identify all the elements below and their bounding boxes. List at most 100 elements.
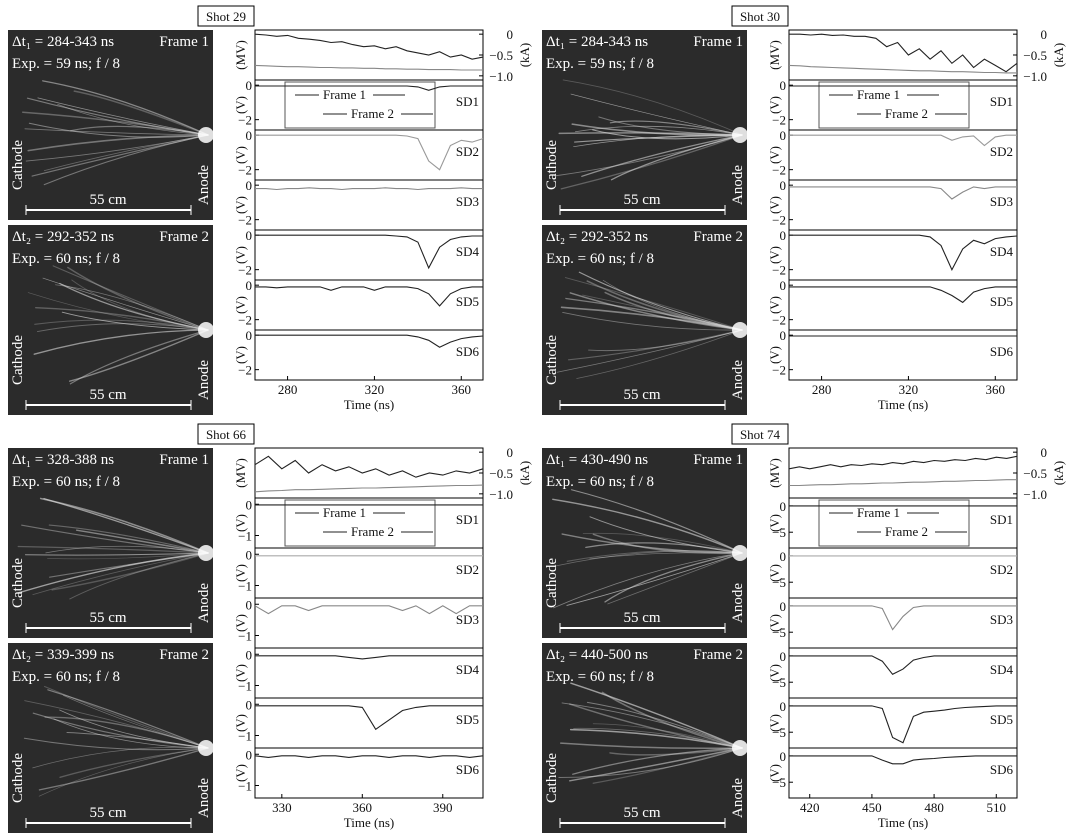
y2-tick-label: 0	[1041, 27, 1048, 42]
streak	[601, 691, 743, 749]
y-axis-label: (V)	[767, 664, 782, 682]
probe-label: SD4	[456, 662, 480, 677]
streak	[609, 120, 743, 136]
anode-glow	[732, 127, 748, 143]
y-tick-label: −1	[238, 679, 252, 694]
photo-cathode: Cathode	[544, 140, 560, 190]
streak	[604, 552, 743, 603]
y2-tick-label: −0.5	[489, 48, 513, 63]
y-axis-label: (V)	[767, 514, 782, 532]
legend-label: Frame 2	[885, 106, 928, 121]
y-tick-label: −1	[238, 579, 252, 594]
streak	[586, 701, 743, 749]
photo-exposure: Exp. = 60 ns; f / 8	[12, 474, 120, 490]
y-axis-label: (V)	[233, 614, 248, 632]
x-axis-label: Time (ns)	[344, 397, 394, 412]
streak	[609, 747, 743, 756]
streak	[25, 134, 209, 162]
photo-scale: 55 cm	[89, 387, 126, 403]
streak	[34, 319, 209, 331]
anode-glow	[198, 127, 214, 143]
photo-cathode: Cathode	[544, 558, 560, 608]
photo-scale: 55 cm	[623, 192, 660, 208]
probe-label: SD6	[990, 762, 1014, 777]
probe-label: SD4	[456, 244, 480, 259]
legend-bg	[347, 106, 401, 121]
y-tick-label: 0	[780, 78, 787, 93]
streak	[560, 134, 743, 190]
photo-frame: Frame 2	[693, 647, 743, 663]
title-box	[197, 5, 255, 27]
photo-scale: 55 cm	[89, 610, 126, 626]
y-tick-label: −2	[772, 313, 786, 328]
photo-anode: Anode	[196, 165, 212, 205]
legend-box	[284, 81, 436, 129]
plot-frame	[788, 179, 1018, 231]
x-tick-label: 420	[800, 800, 820, 815]
y-tick-label: −2	[238, 313, 252, 328]
x-tick-label: 280	[278, 382, 298, 397]
photo-cathode: Cathode	[544, 753, 560, 803]
photo-time: Δt₂ = 339-399 ns	[12, 647, 114, 663]
streak	[32, 552, 209, 596]
plot-frame	[788, 329, 1018, 381]
y-tick-label: 0	[246, 78, 253, 93]
streak	[68, 329, 209, 382]
photo-exposure: Exp. = 60 ns; f / 8	[12, 251, 120, 267]
streak	[604, 291, 743, 331]
streak	[569, 728, 743, 749]
streak	[45, 545, 209, 554]
streak	[47, 552, 209, 560]
x-tick-label: 280	[812, 382, 832, 397]
streak	[42, 277, 209, 331]
probe-label: SD2	[456, 144, 479, 159]
photo-cathode: Cathode	[10, 753, 26, 803]
y-axis-label: (V)	[233, 246, 248, 264]
y-tick-label: −1	[238, 529, 252, 544]
streak	[570, 682, 743, 749]
trace	[255, 187, 483, 191]
photo-anode: Anode	[730, 778, 746, 818]
streak	[43, 497, 209, 554]
y-axis-label: (V)	[767, 246, 782, 264]
probe-label: SD6	[990, 344, 1014, 359]
trace	[789, 33, 1018, 73]
y-tick-label: −2	[238, 363, 252, 378]
legend-bg	[881, 524, 935, 539]
anode-glow	[198, 545, 214, 561]
trace	[254, 455, 484, 478]
y2-tick-label: 0	[507, 27, 514, 42]
streak	[602, 279, 743, 331]
photo-cathode: Cathode	[10, 335, 26, 385]
trace	[255, 655, 483, 660]
streak	[560, 306, 743, 331]
streak	[582, 532, 743, 554]
y-tick-label: −2	[238, 163, 252, 178]
photo-exposure: Exp. = 60 ns; f / 8	[546, 669, 654, 685]
y-tick-label: −5	[772, 725, 786, 740]
probe-label: SD1	[456, 94, 479, 109]
legend-label: Frame 1	[323, 87, 366, 102]
streak	[588, 329, 743, 352]
legend-label: Frame 1	[323, 505, 366, 520]
probe-label: SD4	[990, 662, 1014, 677]
y-tick-label: 0	[246, 328, 253, 343]
probe-label: SD1	[456, 512, 479, 527]
probe-label: SD6	[456, 762, 480, 777]
legend-label: Frame 2	[351, 524, 394, 539]
trace	[255, 705, 483, 731]
streak	[35, 306, 209, 331]
probe-label: SD4	[990, 244, 1014, 259]
y-axis-label: (V)	[767, 146, 782, 164]
streak	[592, 129, 743, 140]
streak	[57, 103, 209, 136]
photo-frame: Frame 1	[159, 452, 209, 468]
trace	[789, 755, 1017, 765]
legend-bg	[319, 505, 373, 520]
probe-label: SD5	[456, 294, 479, 309]
photo-anode: Anode	[730, 360, 746, 400]
shot-title: Shot 30	[740, 9, 780, 24]
plot-frame	[788, 229, 1018, 281]
streak	[23, 737, 209, 751]
y2-tick-label: −0.5	[1023, 466, 1047, 481]
